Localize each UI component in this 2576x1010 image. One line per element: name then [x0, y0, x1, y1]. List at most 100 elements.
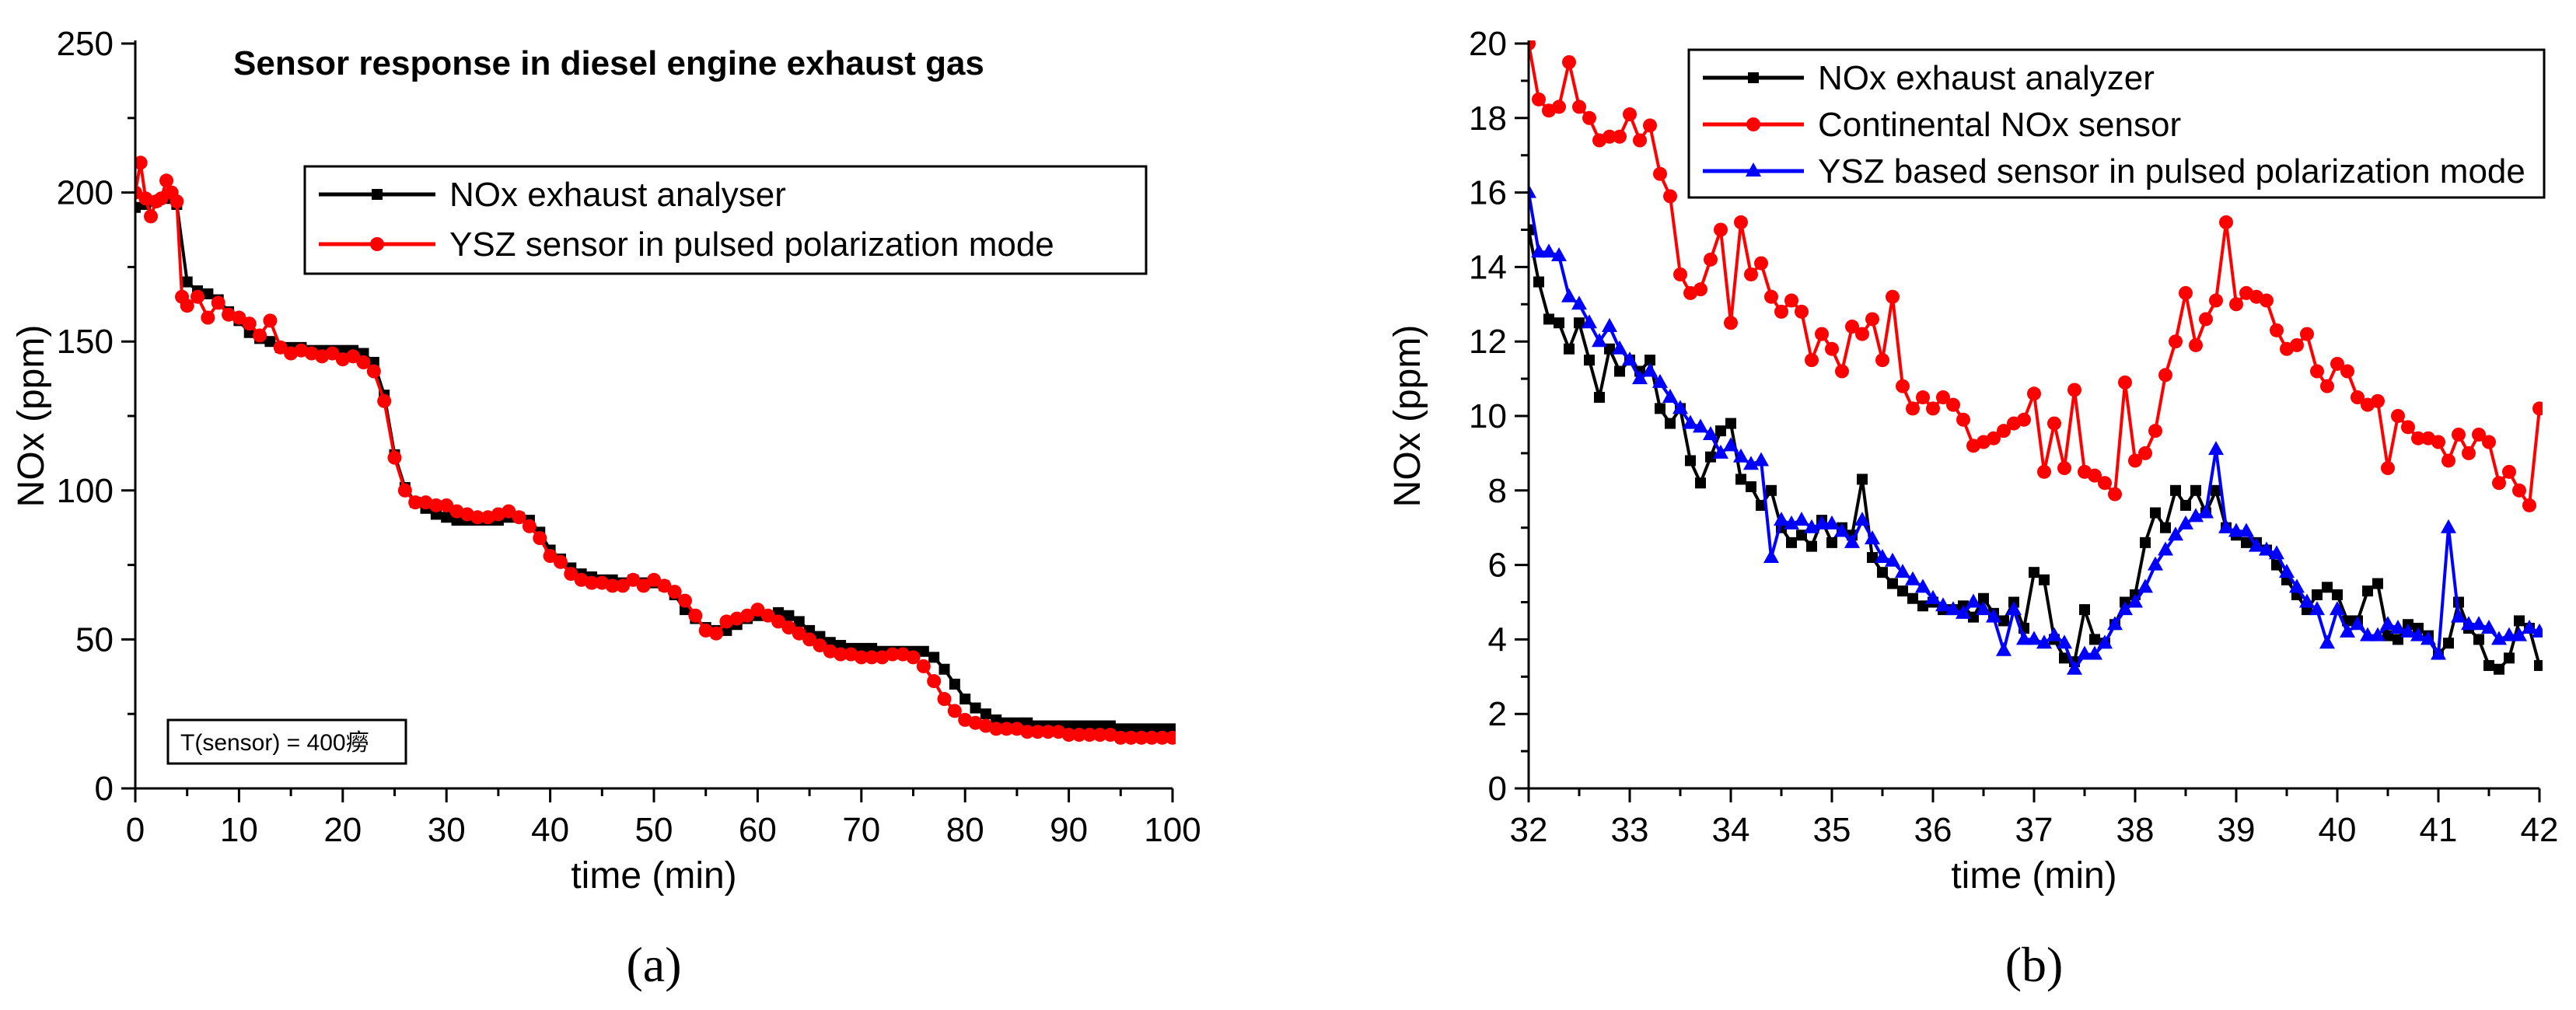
x-tick-label: 100 — [1144, 811, 1201, 849]
data-point — [2322, 582, 2333, 593]
data-point — [2401, 420, 2415, 435]
data-point — [1917, 600, 1928, 612]
data-point — [273, 340, 288, 355]
data-point — [2198, 504, 2214, 519]
data-point — [202, 288, 214, 299]
data-point — [2241, 536, 2252, 548]
data-point — [1541, 243, 1557, 258]
data-point — [2410, 627, 2426, 641]
data-point — [2310, 364, 2324, 379]
data-point — [854, 650, 869, 665]
data-point — [2372, 578, 2383, 589]
data-point — [1655, 403, 1665, 414]
series-nox-exhaust-analyzer — [1529, 224, 2543, 675]
data-point — [1875, 549, 1890, 564]
data-point — [1925, 589, 1941, 604]
data-point — [2392, 634, 2403, 645]
panel-label: (a) — [626, 937, 681, 992]
data-point — [1754, 256, 1768, 271]
legend-marker — [372, 189, 383, 200]
data-point — [2079, 604, 2090, 616]
data-point — [159, 173, 174, 188]
data-point — [1531, 243, 1547, 258]
data-point — [325, 346, 340, 361]
data-point — [1632, 370, 1648, 385]
data-point — [2443, 638, 2454, 649]
x-axis-label: time (min) — [571, 855, 736, 896]
data-point — [543, 549, 557, 564]
data-point — [1796, 529, 1807, 541]
data-point — [264, 336, 276, 348]
data-point — [1865, 530, 1880, 545]
data-point — [1584, 355, 1595, 366]
data-point — [1966, 593, 1981, 608]
data-point — [916, 659, 931, 673]
data-point — [1763, 549, 1779, 564]
legend-marker — [1748, 72, 1759, 83]
data-point — [2279, 564, 2295, 578]
data-point — [1603, 129, 1617, 144]
data-point — [2138, 446, 2152, 460]
data-point — [1976, 601, 1991, 616]
data-point — [263, 313, 278, 328]
data-point — [144, 209, 159, 224]
data-point — [190, 289, 205, 304]
legend-item: NOx exhaust analyzer — [1703, 59, 2155, 97]
y-tick-label: 6 — [1488, 547, 1507, 585]
series-ysz-sensor-in-pulsed-polarization-mode — [135, 156, 1176, 745]
data-point — [1543, 313, 1554, 325]
data-point — [636, 578, 651, 593]
data-point — [502, 504, 516, 519]
data-point — [211, 295, 225, 310]
data-point — [1564, 343, 1575, 355]
y-tick-label: 250 — [57, 25, 114, 63]
data-point — [2089, 634, 2100, 645]
data-point — [1693, 418, 1708, 433]
data-point — [2059, 652, 2070, 664]
data-point — [441, 512, 453, 523]
data-point — [1040, 725, 1055, 739]
legend-label: NOx exhaust analyser — [449, 176, 786, 214]
data-point — [1935, 597, 1951, 612]
data-point — [1673, 267, 1687, 281]
data-point — [2319, 634, 2335, 649]
legend-item: NOx exhaust analyser — [319, 176, 786, 214]
data-point — [1756, 499, 1767, 511]
data-point — [2532, 623, 2543, 638]
data-point — [1905, 571, 1921, 585]
data-point — [647, 572, 661, 587]
data-point — [970, 702, 981, 714]
data-point — [2016, 631, 2032, 645]
data-point — [1844, 533, 1860, 548]
data-point — [470, 510, 485, 525]
data-point — [1968, 611, 1979, 623]
data-point — [989, 722, 1004, 736]
data-point — [2067, 660, 2082, 675]
data-point — [1653, 166, 1667, 181]
data-point — [1082, 728, 1097, 743]
data-point — [564, 567, 578, 582]
data-point — [2017, 412, 2031, 427]
data-point — [1896, 379, 1910, 393]
x-axis-label: time (min) — [1951, 855, 2116, 896]
data-point — [2332, 589, 2343, 600]
data-point — [1643, 118, 1657, 133]
y-tick-label: 20 — [1469, 25, 1507, 63]
data-point — [750, 603, 765, 617]
data-point — [2300, 327, 2314, 341]
data-point — [1996, 641, 2012, 656]
data-point — [740, 608, 755, 623]
data-point — [2168, 526, 2183, 541]
data-point — [885, 647, 900, 662]
data-point — [1845, 320, 1859, 334]
data-point — [2047, 416, 2061, 431]
data-point — [1978, 592, 1989, 604]
data-point — [1533, 276, 1544, 288]
data-point — [1571, 295, 1587, 310]
data-point — [2330, 356, 2344, 371]
data-point — [2481, 620, 2497, 634]
data-point — [2087, 645, 2102, 660]
data-point — [760, 608, 775, 623]
data-point — [771, 614, 786, 629]
